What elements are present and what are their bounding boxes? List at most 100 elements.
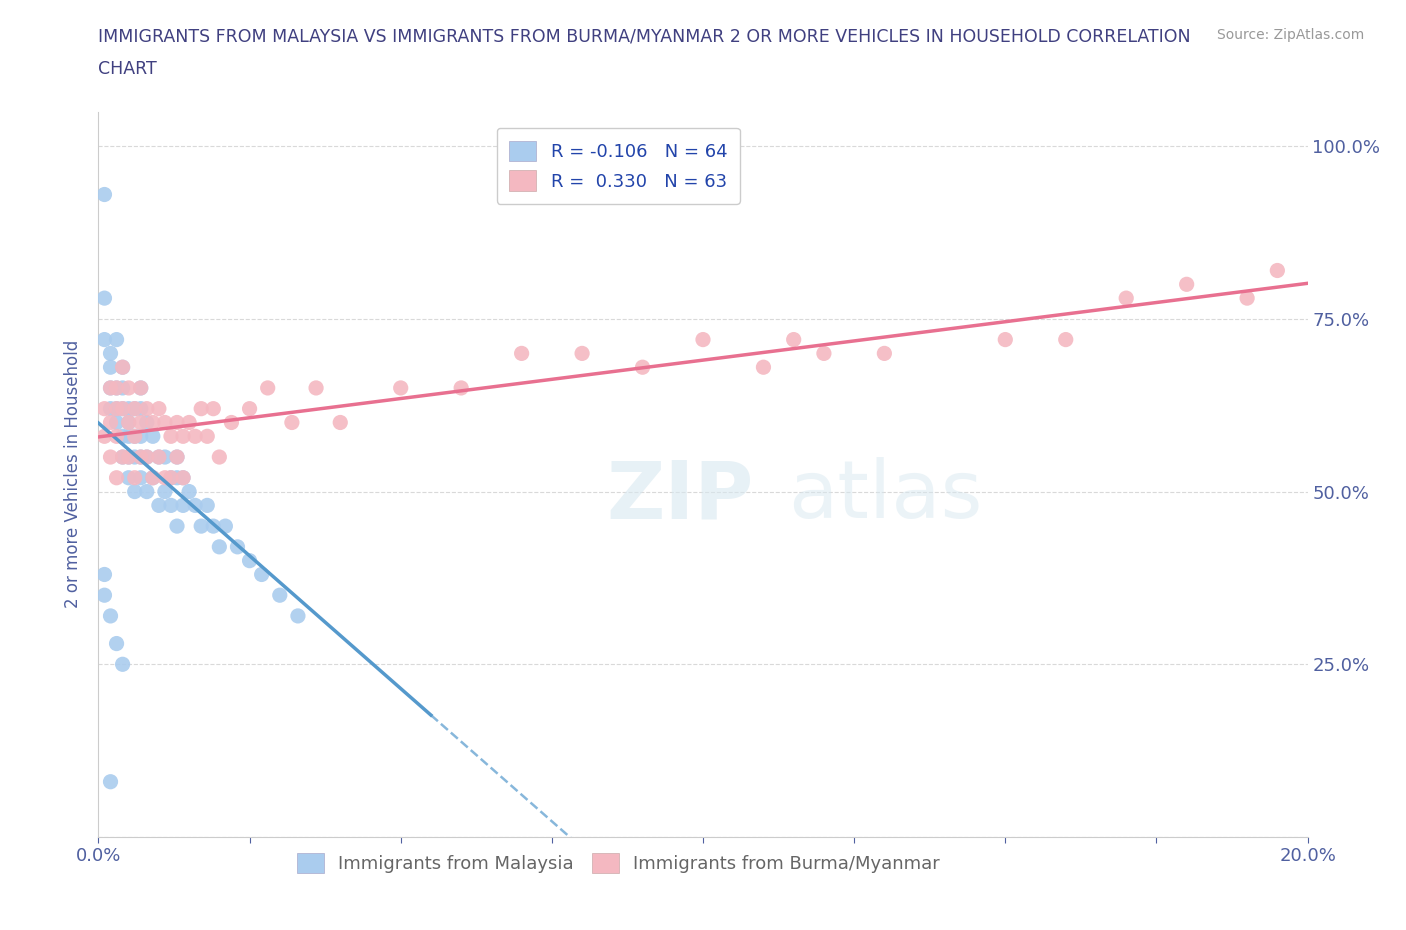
Point	[510, 346, 533, 361]
Point	[93, 429, 115, 444]
Point	[142, 429, 165, 444]
Point	[129, 415, 152, 430]
Point	[111, 449, 134, 464]
Point	[118, 449, 141, 464]
Point	[1267, 263, 1289, 278]
Point	[190, 401, 212, 416]
Point	[100, 401, 122, 416]
Point	[179, 415, 201, 430]
Point	[184, 429, 207, 444]
Point	[160, 498, 183, 512]
Point	[105, 332, 128, 347]
Point	[100, 380, 122, 395]
Text: ZIP: ZIP	[606, 457, 754, 535]
Point	[124, 429, 146, 444]
Point	[873, 346, 896, 361]
Point	[179, 485, 201, 499]
Point	[124, 429, 146, 444]
Point	[129, 449, 152, 464]
Point	[148, 449, 170, 464]
Point	[160, 471, 183, 485]
Point	[111, 401, 134, 416]
Point	[93, 332, 115, 347]
Point	[166, 415, 188, 430]
Point	[118, 471, 141, 485]
Point	[93, 588, 115, 603]
Point	[153, 485, 176, 499]
Point	[129, 380, 152, 395]
Point	[389, 380, 412, 395]
Point	[166, 449, 188, 464]
Point	[142, 471, 165, 485]
Point	[195, 429, 218, 444]
Point	[105, 429, 128, 444]
Point	[450, 380, 472, 395]
Point	[135, 449, 157, 464]
Point	[160, 429, 183, 444]
Point	[105, 471, 128, 485]
Text: Source: ZipAtlas.com: Source: ZipAtlas.com	[1216, 28, 1364, 42]
Point	[571, 346, 593, 361]
Point	[100, 775, 122, 790]
Point	[190, 519, 212, 534]
Point	[783, 332, 806, 347]
Point	[129, 471, 152, 485]
Point	[142, 415, 165, 430]
Point	[172, 471, 194, 485]
Point	[752, 360, 775, 375]
Point	[118, 380, 141, 395]
Point	[105, 401, 128, 416]
Point	[111, 657, 134, 671]
Point	[221, 415, 243, 430]
Point	[129, 449, 152, 464]
Legend: Immigrants from Malaysia, Immigrants from Burma/Myanmar: Immigrants from Malaysia, Immigrants fro…	[284, 840, 953, 886]
Point	[160, 471, 183, 485]
Point	[135, 401, 157, 416]
Point	[111, 449, 134, 464]
Point	[100, 608, 122, 623]
Point	[105, 380, 128, 395]
Text: IMMIGRANTS FROM MALAYSIA VS IMMIGRANTS FROM BURMA/MYANMAR 2 OR MORE VEHICLES IN : IMMIGRANTS FROM MALAYSIA VS IMMIGRANTS F…	[98, 28, 1191, 46]
Point	[214, 519, 236, 534]
Point	[135, 485, 157, 499]
Point	[135, 449, 157, 464]
Point	[111, 429, 134, 444]
Point	[111, 401, 134, 416]
Point	[100, 415, 122, 430]
Point	[153, 471, 176, 485]
Point	[118, 401, 141, 416]
Point	[1115, 291, 1137, 306]
Point	[813, 346, 835, 361]
Point	[1054, 332, 1077, 347]
Point	[124, 485, 146, 499]
Point	[166, 449, 188, 464]
Point	[153, 415, 176, 430]
Point	[105, 380, 128, 395]
Point	[111, 360, 134, 375]
Point	[111, 360, 134, 375]
Point	[166, 519, 188, 534]
Point	[105, 636, 128, 651]
Point	[269, 588, 291, 603]
Point	[124, 471, 146, 485]
Point	[148, 449, 170, 464]
Point	[226, 539, 249, 554]
Point	[208, 449, 231, 464]
Y-axis label: 2 or more Vehicles in Household: 2 or more Vehicles in Household	[65, 340, 83, 608]
Text: atlas: atlas	[787, 457, 981, 535]
Point	[153, 449, 176, 464]
Point	[250, 567, 273, 582]
Point	[100, 360, 122, 375]
Point	[118, 415, 141, 430]
Point	[631, 360, 654, 375]
Point	[118, 415, 141, 430]
Point	[172, 498, 194, 512]
Point	[105, 401, 128, 416]
Point	[129, 401, 152, 416]
Point	[124, 401, 146, 416]
Point	[105, 415, 128, 430]
Point	[329, 415, 352, 430]
Point	[195, 498, 218, 512]
Point	[148, 401, 170, 416]
Point	[129, 429, 152, 444]
